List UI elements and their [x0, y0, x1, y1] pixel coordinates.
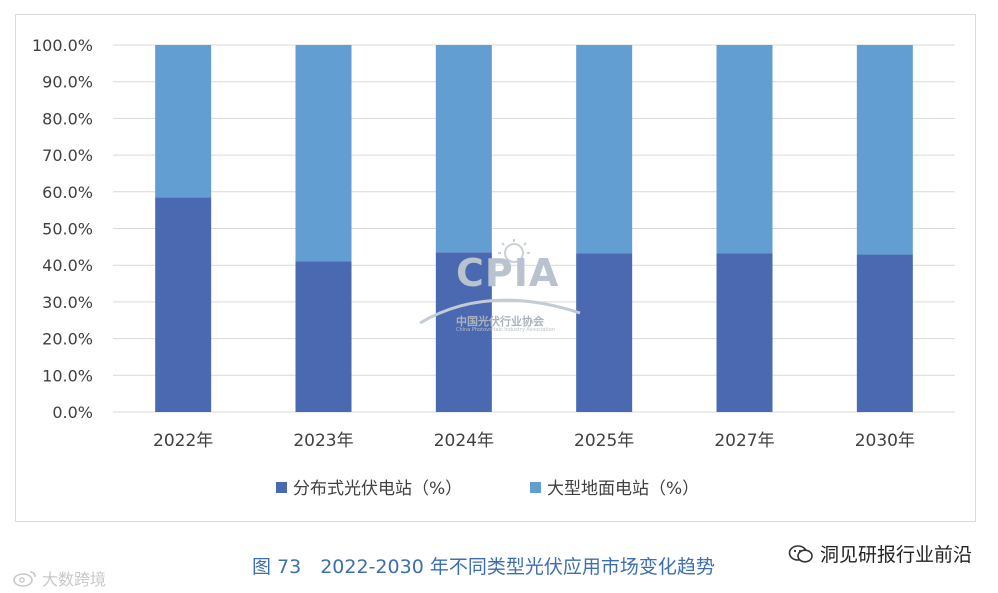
- weibo-icon: [13, 571, 36, 587]
- bars: [155, 45, 913, 412]
- y-tick-labels: 0.0% 10.0% 20.0% 30.0% 40.0% 50.0% 60.0% 70.0% 8…: [32, 36, 93, 422]
- y-tick-label: 30.0%: [42, 293, 93, 312]
- bar-utility-1: [295, 45, 352, 262]
- weibo-source-label: 大数跨境: [42, 570, 107, 589]
- y-tick-label: 60.0%: [42, 183, 93, 202]
- bar-distributed-5: [856, 254, 913, 412]
- legend: 分布式光伏电站（%） 大型地面电站（%）: [276, 479, 699, 499]
- x-tick-label: 2022年: [153, 431, 213, 451]
- legend-swatch: [530, 482, 541, 493]
- bar-utility-0: [155, 45, 212, 198]
- y-tick-label: 100.0%: [32, 36, 93, 55]
- figure-caption: 图 73 2022-2030 年不同类型光伏应用市场变化趋势: [252, 556, 715, 578]
- bar-utility-3: [576, 45, 633, 254]
- bar-utility-2: [435, 45, 492, 253]
- x-tick-label: 2030年: [855, 431, 915, 451]
- bar-utility-5: [856, 45, 913, 255]
- x-tick-label: 2027年: [714, 431, 774, 451]
- bar-utility-4: [716, 45, 773, 254]
- bar-distributed-2: [435, 252, 492, 412]
- bar-distributed-1: [295, 261, 352, 412]
- y-tick-label: 0.0%: [52, 403, 93, 422]
- bar-distributed-4: [716, 253, 773, 412]
- gridlines: [113, 44, 955, 413]
- x-tick-label: 2024年: [434, 431, 494, 451]
- x-tick-label: 2025年: [574, 431, 634, 451]
- legend-swatch: [276, 482, 287, 493]
- wechat-source: 洞见研报行业前沿: [788, 540, 972, 567]
- legend-label: 分布式光伏电站（%）: [293, 479, 462, 499]
- x-tick-label: 2023年: [293, 431, 353, 451]
- bar-distributed-3: [576, 253, 633, 412]
- bar-distributed-0: [155, 197, 212, 412]
- y-tick-label: 20.0%: [42, 330, 93, 349]
- y-tick-label: 40.0%: [42, 256, 93, 275]
- y-tick-label: 80.0%: [42, 109, 93, 128]
- y-tick-label: 50.0%: [42, 220, 93, 239]
- weibo-source: 大数跨境: [12, 566, 106, 590]
- legend-label: 大型地面电站（%）: [547, 479, 699, 499]
- wechat-source-label: 洞见研报行业前沿: [819, 544, 972, 566]
- y-tick-label: 70.0%: [42, 146, 93, 165]
- wechat-icon: [788, 544, 813, 563]
- y-tick-label: 90.0%: [42, 73, 93, 92]
- x-tick-labels: 2022年 2023年 2024年 2025年 2027年 2030年: [153, 431, 915, 451]
- y-tick-label: 10.0%: [42, 366, 93, 385]
